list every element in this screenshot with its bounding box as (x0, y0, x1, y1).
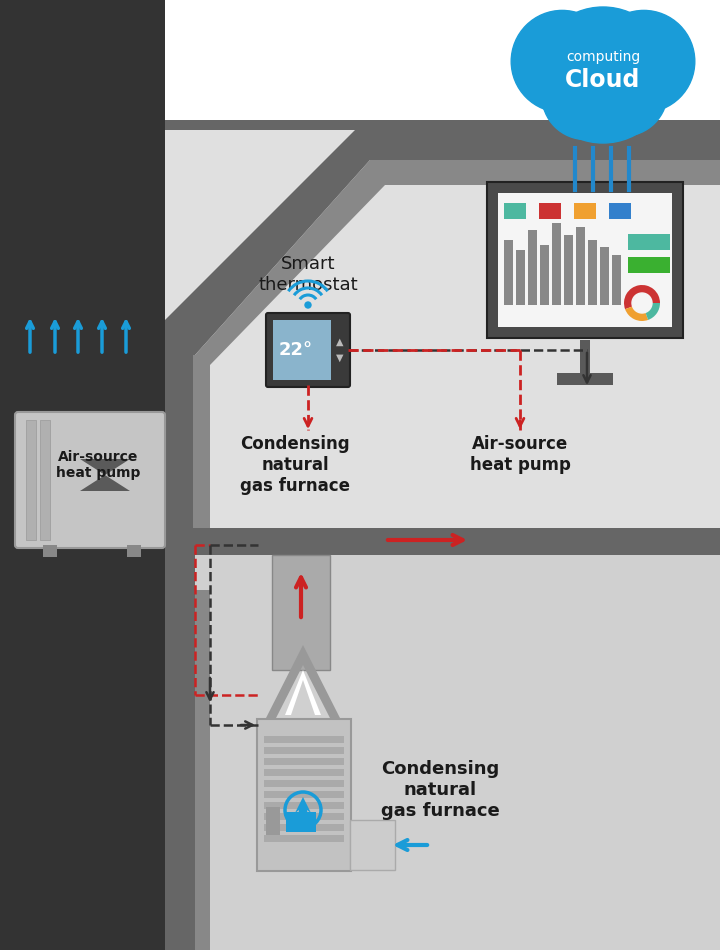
Bar (350, 820, 395, 870)
Bar (26, 420, 36, 540)
Bar (40, 420, 50, 540)
Bar (195, 590, 210, 950)
Bar (165, 528, 720, 555)
FancyBboxPatch shape (487, 182, 683, 338)
Bar (498, 193, 672, 327)
Bar (264, 791, 344, 798)
Bar (628, 257, 670, 273)
Bar (600, 247, 609, 305)
Bar (504, 203, 526, 219)
Text: ▲: ▲ (336, 337, 343, 347)
Bar (264, 758, 344, 765)
Bar (165, 340, 193, 540)
Circle shape (305, 302, 311, 308)
Polygon shape (295, 797, 311, 817)
Bar (193, 355, 210, 540)
Circle shape (593, 10, 695, 112)
Bar (165, 120, 720, 130)
Bar (504, 240, 513, 305)
Text: Air-source
heat pump: Air-source heat pump (469, 435, 570, 474)
Circle shape (632, 293, 652, 313)
Polygon shape (80, 459, 130, 491)
Bar (43, 545, 57, 557)
Bar (165, 130, 720, 540)
Bar (266, 807, 280, 835)
Wedge shape (625, 303, 648, 321)
Bar (165, 555, 720, 950)
Bar (552, 223, 561, 305)
Text: Smart
thermostat: Smart thermostat (258, 255, 358, 294)
Bar (539, 203, 561, 219)
Wedge shape (624, 285, 660, 309)
Polygon shape (195, 160, 720, 370)
Bar (528, 230, 537, 305)
Bar (609, 203, 631, 219)
Text: 22°: 22° (279, 341, 313, 359)
Wedge shape (642, 303, 660, 320)
Bar (127, 545, 141, 557)
Bar (557, 373, 613, 385)
Bar (272, 555, 330, 670)
Polygon shape (265, 645, 341, 720)
FancyBboxPatch shape (257, 719, 351, 871)
Bar (564, 235, 573, 305)
FancyBboxPatch shape (15, 412, 165, 548)
Bar (576, 227, 585, 305)
Bar (264, 835, 344, 842)
Circle shape (579, 48, 667, 136)
Bar (628, 234, 670, 250)
Text: Condensing
natural
gas furnace: Condensing natural gas furnace (381, 760, 500, 820)
Circle shape (541, 51, 630, 140)
Text: Cloud: Cloud (565, 68, 641, 92)
Text: Condensing
natural
gas furnace: Condensing natural gas furnace (240, 435, 350, 495)
Bar (264, 736, 344, 743)
Bar (574, 203, 596, 219)
Bar (516, 250, 525, 305)
Bar (264, 769, 344, 776)
Bar (264, 824, 344, 831)
Bar (165, 555, 195, 950)
Bar (264, 780, 344, 787)
Text: computing: computing (566, 50, 640, 64)
Polygon shape (285, 670, 321, 715)
Text: ▼: ▼ (336, 353, 343, 363)
Bar (264, 802, 344, 809)
Bar (264, 813, 344, 820)
Polygon shape (165, 130, 720, 355)
Bar (612, 255, 621, 305)
Bar (540, 245, 549, 305)
Bar (0, 0, 165, 950)
Bar (286, 812, 316, 832)
Bar (264, 747, 344, 754)
Circle shape (535, 7, 671, 143)
Circle shape (511, 10, 613, 112)
Text: Air-source
heat pump: Air-source heat pump (56, 450, 140, 480)
Bar (273, 320, 331, 380)
FancyBboxPatch shape (266, 313, 350, 387)
Bar (588, 240, 597, 305)
Bar (580, 340, 590, 375)
